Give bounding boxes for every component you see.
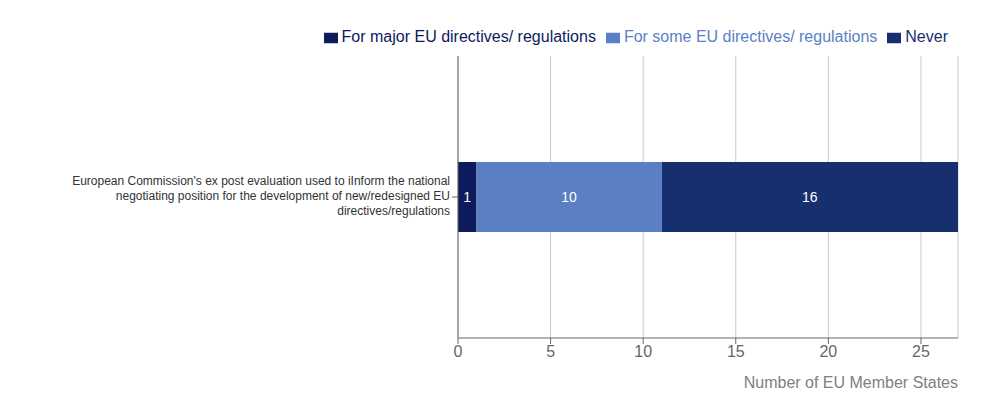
svg-text:European Commission's ex post: European Commission's ex post evaluation… <box>72 174 450 218</box>
svg-text:25: 25 <box>912 343 930 360</box>
svg-text:10: 10 <box>634 343 652 360</box>
svg-text:0: 0 <box>454 343 463 360</box>
html-text:For major EU directives/ regul: For major EU directives/ regulations <box>341 28 596 45</box>
svg-text:15: 15 <box>727 343 745 360</box>
svg-text:20: 20 <box>819 343 837 360</box>
svg-text:Number of EU Member States: Number of EU Member States <box>744 374 958 391</box>
html-text:For some EU directives/ regula: For some EU directives/ regulations <box>623 28 878 45</box>
svg-text:1: 1 <box>463 189 471 205</box>
svg-text:16: 16 <box>802 189 818 205</box>
html-text:Never: Never <box>905 28 948 45</box>
svg-text:5: 5 <box>546 343 555 360</box>
svg-text:10: 10 <box>561 189 577 205</box>
